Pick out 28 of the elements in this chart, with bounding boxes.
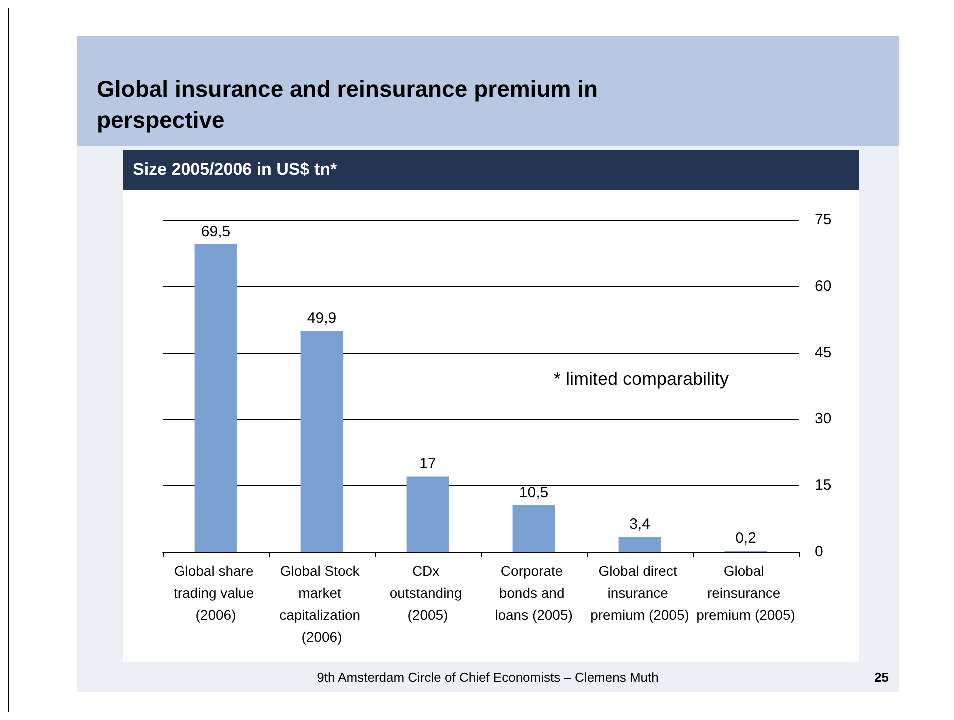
bar [406,476,450,552]
data-label: 0,2 [736,530,756,548]
y-tick-label: 75 [815,212,832,228]
data-label: 3,4 [630,516,650,533]
x-tick-label: Global Stock market capitalization (2006) [280,563,364,645]
text: 9th Amsterdam Circle of Chief Economists – Clemens Muth [317,670,659,685]
data-label: 17 [420,456,436,473]
y-tick-label: 60 [815,278,832,295]
chart-title: Global insurance and reinsurance premium in perspective [97,75,600,135]
data-label: 69,5 [201,223,231,240]
x-tick-label: CDx outstanding (2005) [390,563,466,623]
bar [512,506,556,552]
y-tick-label: 15 [815,477,832,494]
bar [194,244,238,552]
x-tick-label: Global reinsurance premium (2005) [696,563,796,623]
y-tick-label: 30 [815,410,832,428]
data-label: 49,9 [307,310,337,328]
text: 25 [874,670,889,685]
bar [618,536,662,552]
y-tick-label: 45 [815,344,832,362]
bar [300,331,344,552]
chart-subtitle: Size 2005/2006 in US$ tn* [123,150,859,190]
x-tick-label: Global share trading value (2006) [174,563,258,623]
x-tick-label: Global direct insurance premium (2005) [590,563,690,623]
annotation: * limited comparability [554,369,729,389]
x-tick-label: Corporate bonds and loans (2005) [495,563,573,623]
y-tick-label: 0 [815,544,824,560]
data-label: 10,5 [519,484,549,502]
